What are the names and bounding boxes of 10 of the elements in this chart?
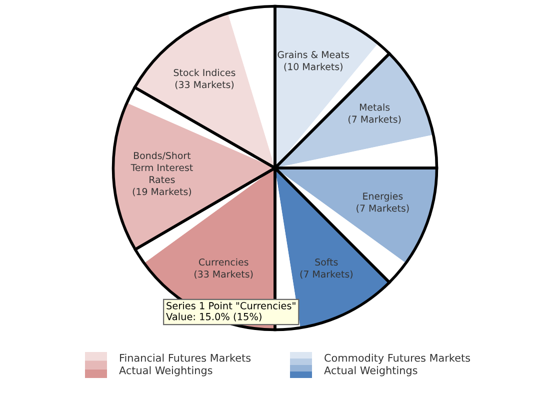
text: Commodity Futures Markets Actual Weightings	[324, 354, 470, 376]
slice-label: Stock Indices (33 Markets)	[174, 68, 236, 90]
slice-label: Bonds/Short Term Interest Rates (19 Markets)	[130, 152, 193, 196]
text: Financial Futures Markets Actual Weightings	[119, 354, 251, 376]
slice-label: Currencies (33 Markets)	[194, 258, 253, 279]
slice-label: Metals (7 Markets)	[348, 103, 401, 124]
slice-label: Energies (7 Markets)	[356, 192, 409, 213]
slice-label: Grains & Meats (10 Markets)	[278, 50, 350, 72]
slice-label: Softs (7 Markets)	[300, 258, 352, 279]
text: Series 1 Point "Currencies" Value: 15.0% (15%)	[166, 302, 296, 322]
